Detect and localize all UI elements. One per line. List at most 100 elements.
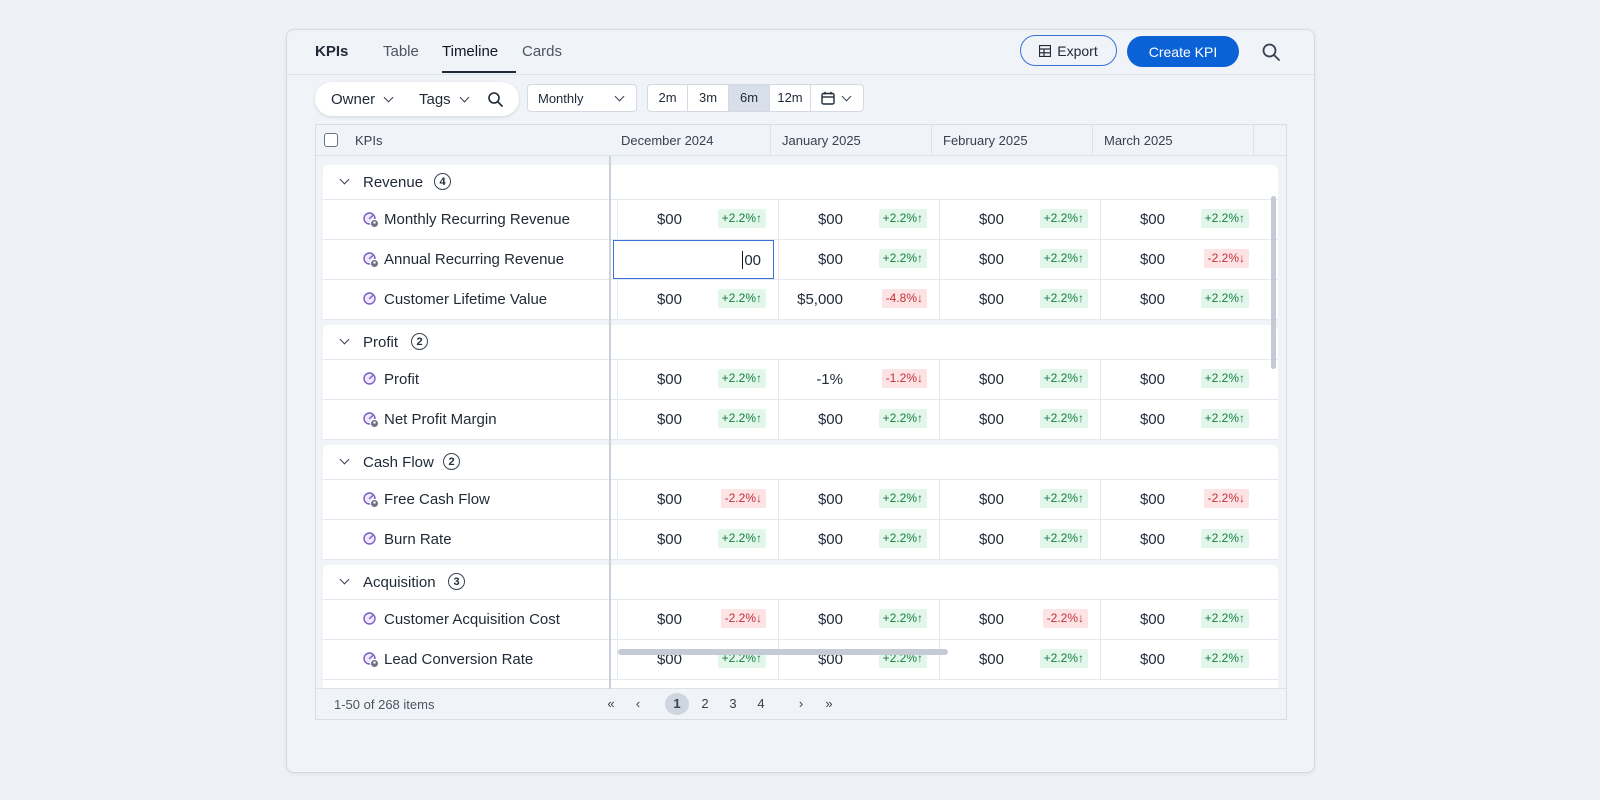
page-3-button[interactable]: 3 — [729, 696, 737, 711]
filter-search-icon[interactable] — [487, 91, 503, 107]
tab-table[interactable]: Table — [383, 43, 419, 60]
multi-user-kpi-icon — [363, 252, 379, 268]
kpi-value-cell[interactable]: $00 +2.2%↑ — [939, 400, 1100, 439]
kpi-value-cell[interactable]: $00 +2.2%↑ — [617, 400, 778, 439]
last-page-button[interactable]: » — [825, 696, 833, 711]
kpi-value: $00 — [817, 411, 843, 428]
kpi-value-cell[interactable]: $00 +2.2%↑ — [939, 640, 1100, 679]
chevron-down-icon[interactable] — [339, 334, 350, 345]
kpi-value-cell[interactable]: $00 -2.2%↓ — [1100, 240, 1261, 279]
select-all-checkbox[interactable] — [324, 133, 338, 147]
kpi-row[interactable]: Net Profit Margin $00 +2.2%↑ $00 +2.2%↑ $00 +2… — [323, 400, 1278, 440]
kpi-value-cell[interactable]: $00 +2.2%↑ — [778, 400, 939, 439]
kpi-value-cell[interactable]: $00 +2.2%↑ — [939, 360, 1100, 399]
change-badge: +2.2%↑ — [1200, 369, 1249, 388]
create-kpi-button[interactable]: Create KPI — [1127, 36, 1239, 67]
chevron-down-icon[interactable] — [339, 574, 350, 585]
kpi-value-cell[interactable]: $00 +2.2%↑ — [1100, 640, 1261, 679]
kpi-value-cell[interactable]: $00 -2.2%↓ — [617, 480, 778, 519]
kpi-value-cell[interactable]: $00 +2.2%↑ — [939, 200, 1100, 239]
first-page-button[interactable]: « — [607, 696, 615, 711]
kpi-value-cell[interactable]: $00 +2.2%↑ — [617, 200, 778, 239]
group-header[interactable]: Cash Flow 2 — [323, 445, 1278, 480]
kpi-value-cell[interactable]: $00 +2.2%↑ — [617, 360, 778, 399]
next-page-button[interactable]: › — [798, 696, 804, 711]
editing-cell-input[interactable]: 00 — [613, 240, 774, 279]
prev-page-button[interactable]: ‹ — [635, 696, 641, 711]
kpi-row[interactable]: Customer Lifetime Value $00 +2.2%↑ $5,000 -4… — [323, 280, 1278, 320]
kpi-value-cell[interactable]: $00 +2.2%↑ — [778, 480, 939, 519]
kpi-row[interactable]: Burn Rate $00 +2.2%↑ $00 +2.2%↑ $00 +2.2%↑ $00 +… — [323, 520, 1278, 560]
range-6m-button[interactable]: 6m — [729, 85, 770, 111]
kpi-value-cell[interactable]: $00 +2.2%↑ — [778, 600, 939, 639]
kpi-value-cell[interactable]: $00 +2.2%↑ — [1100, 280, 1261, 319]
group-header[interactable]: Revenue 4 — [323, 165, 1278, 200]
page-1-button[interactable]: 1 — [665, 693, 689, 715]
kpi-value-cell[interactable]: $00 +2.2%↑ — [617, 280, 778, 319]
horizontal-scrollbar[interactable] — [618, 649, 948, 655]
kpi-value-cell[interactable]: -1% -1.2%↓ — [778, 360, 939, 399]
kpi-name: Net Profit Margin — [384, 411, 497, 428]
kpi-value: $00 — [656, 611, 682, 628]
kpi-value-cell[interactable]: $00 +2.2%↑ — [778, 640, 939, 679]
kpi-row[interactable]: Lead Conversion Rate $00 +2.2%↑ $00 +2.2%↑ $0… — [323, 640, 1278, 680]
vertical-scrollbar[interactable] — [1271, 196, 1276, 369]
range-2m-button[interactable]: 2m — [648, 85, 688, 111]
change-badge: +2.2%↑ — [1039, 409, 1088, 428]
tab-cards[interactable]: Cards — [522, 43, 563, 60]
group-header[interactable]: Profit 2 — [323, 325, 1278, 360]
kpi-value-cell[interactable]: $00 +2.2%↑ — [939, 480, 1100, 519]
kpi-value: $00 — [656, 531, 682, 548]
search-icon[interactable] — [1261, 42, 1281, 62]
kpi-value: $00 — [656, 211, 682, 228]
page-4-button[interactable]: 4 — [757, 696, 765, 711]
kpi-value-cell[interactable]: $00 +2.2%↑ — [939, 520, 1100, 559]
kpi-row[interactable]: Free Cash Flow $00 -2.2%↓ $00 +2.2%↑ $00 +2.2%… — [323, 480, 1278, 520]
kpi-value-cell[interactable]: $00 +2.2%↑ — [1100, 400, 1261, 439]
items-count: 1-50 of 268 items — [334, 697, 435, 712]
kpi-value-cell[interactable]: $00 -2.2%↓ — [939, 600, 1100, 639]
kpi-value-cell[interactable]: $5,000 -4.8%↓ — [778, 280, 939, 319]
kpi-value-cell[interactable]: $00 +2.2%↑ — [1100, 200, 1261, 239]
kpi-row[interactable]: Monthly Recurring Revenue $00 +2.2%↑ $00 +2.… — [323, 200, 1278, 240]
kpi-value-cell[interactable]: $00 +2.2%↑ — [1100, 360, 1261, 399]
period-select[interactable]: Monthly — [527, 84, 637, 112]
change-badge: -1.2%↓ — [881, 369, 927, 388]
group-header[interactable]: Acquisition 3 — [323, 565, 1278, 600]
kpi-value-cell[interactable]: $00 +2.2%↑ — [617, 520, 778, 559]
kpi-value-cell[interactable]: $00 +2.2%↑ — [1100, 520, 1261, 559]
kpi-value: $00 — [978, 211, 1004, 228]
kpi-row[interactable]: Customer Acquisition Cost $00 -2.2%↓ $00 +2.… — [323, 600, 1278, 640]
group-name: Acquisition — [363, 574, 436, 591]
kpi-value-cell[interactable]: $00 +2.2%↑ — [778, 200, 939, 239]
kpi-value-cell[interactable]: $00 +2.2%↑ — [617, 640, 778, 679]
kpi-row[interactable]: Profit $00 +2.2%↑ -1% -1.2%↓ $00 +2.2%↑ $00 +2.2… — [323, 360, 1278, 400]
kpi-icon — [363, 372, 376, 385]
change-badge: +2.2%↑ — [717, 289, 766, 308]
range-12m-button[interactable]: 12m — [770, 85, 811, 111]
kpi-value-cell[interactable]: $00 +2.2%↑ — [939, 240, 1100, 279]
frozen-column-divider — [609, 156, 611, 689]
change-badge: +2.2%↑ — [878, 209, 927, 228]
date-picker-button[interactable] — [811, 85, 863, 111]
kpi-name: Monthly Recurring Revenue — [384, 211, 570, 228]
kpi-row[interactable]: Annual Recurring Revenue 00 $00 +2.2%↑ $00 +2… — [323, 240, 1278, 280]
tab-timeline[interactable]: Timeline — [442, 43, 499, 60]
range-3m-button[interactable]: 3m — [688, 85, 729, 111]
chevron-down-icon[interactable] — [339, 454, 350, 465]
export-button[interactable]: Export — [1020, 35, 1117, 66]
kpi-value-cell[interactable]: $00 +2.2%↑ — [939, 280, 1100, 319]
change-badge: +2.2%↑ — [717, 529, 766, 548]
column-divider — [1253, 125, 1254, 155]
column-divider — [770, 125, 771, 155]
owner-filter[interactable]: Owner — [331, 91, 394, 108]
kpi-value-cell[interactable]: $00 +2.2%↑ — [778, 520, 939, 559]
change-badge: +2.2%↑ — [878, 489, 927, 508]
kpi-value-cell[interactable]: $00 -2.2%↓ — [1100, 480, 1261, 519]
kpi-value-cell[interactable]: $00 +2.2%↑ — [1100, 600, 1261, 639]
kpi-value-cell[interactable]: $00 +2.2%↑ — [778, 240, 939, 279]
kpi-value-cell[interactable]: $00 -2.2%↓ — [617, 600, 778, 639]
tags-filter[interactable]: Tags — [419, 91, 470, 108]
chevron-down-icon[interactable] — [339, 174, 350, 185]
page-2-button[interactable]: 2 — [701, 696, 709, 711]
